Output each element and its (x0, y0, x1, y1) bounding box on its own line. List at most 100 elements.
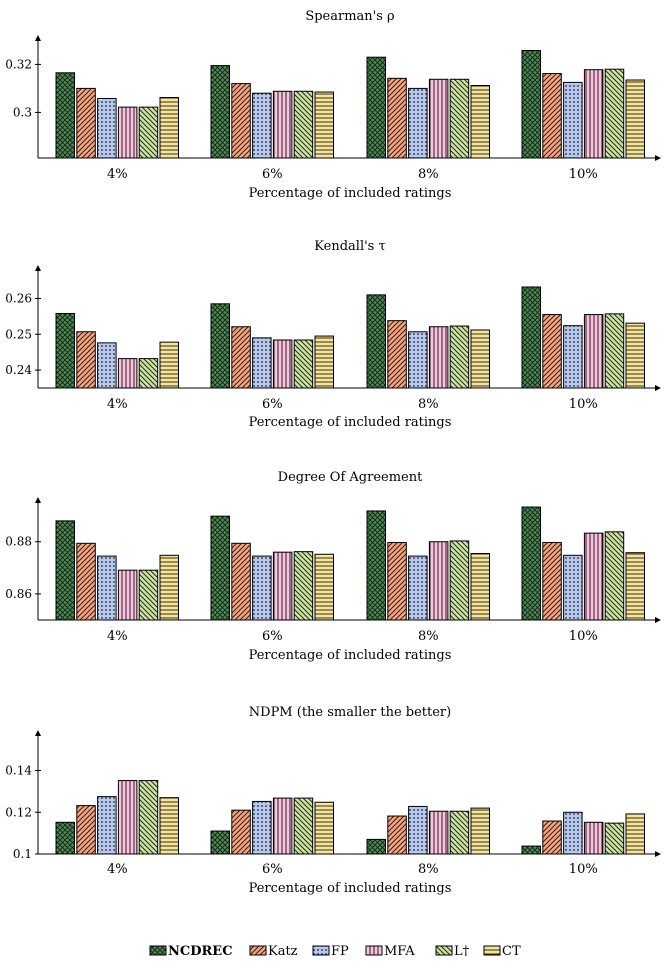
x-tick-label: 6% (262, 397, 283, 412)
legend-swatch (149, 945, 167, 956)
bar-fp-10pct (563, 554, 583, 621)
bar-fp-4pct (97, 97, 117, 159)
bar-l-10pct (604, 531, 625, 621)
bar-fp-6pct (252, 337, 272, 389)
bar-ct-6pct (314, 335, 334, 389)
legend-item-fp: FP (312, 944, 349, 959)
bar-mfa-4pct (117, 358, 138, 389)
bar-katz-10pct (542, 542, 562, 621)
bar-fp-4pct (97, 555, 117, 621)
bar-fp-4pct (97, 796, 117, 855)
bar-ct-10pct (625, 322, 645, 389)
bar-ncdrec-10pct (521, 845, 541, 855)
bar-l-8pct (449, 540, 470, 621)
x-axis-label: Percentage of included ratings (249, 415, 452, 430)
bar-ncdrec-4pct (55, 520, 75, 621)
chart-panel-3: Degree Of Agreement 0.86 0.88 4% 6% 8% 10% Perc… (5, 470, 661, 663)
legend-label: Katz (268, 944, 298, 959)
bar-l-8pct (449, 810, 470, 855)
bar-mfa-10pct (583, 821, 604, 855)
bar-ct-6pct (314, 801, 334, 855)
bar-katz-4pct (76, 87, 96, 159)
y-tick-label: 0.88 (5, 535, 32, 549)
bar-l-4pct (138, 569, 159, 621)
bar-l-8pct (449, 325, 470, 389)
bar-l-6pct (293, 797, 314, 855)
legend-label: L† (454, 944, 470, 959)
bar-mfa-6pct (272, 551, 293, 621)
bar-mfa-8pct (428, 326, 449, 389)
bar-katz-4pct (76, 805, 96, 855)
bar-katz-6pct (231, 83, 251, 159)
bar-fp-10pct (563, 811, 583, 855)
x-tick-label: 8% (418, 862, 439, 877)
chart-title: Kendall's τ (314, 239, 385, 254)
y-tick-label: 0.26 (5, 291, 32, 305)
legend-item-ct: CT (483, 944, 521, 959)
bar-l-10pct (604, 313, 625, 389)
y-tick-label: 0.1 (13, 847, 32, 861)
y-tick-label: 0.14 (5, 764, 32, 778)
y-tick-label: 0.24 (5, 363, 32, 377)
bar-ncdrec-10pct (521, 286, 541, 389)
bar-ncdrec-6pct (210, 830, 230, 855)
bar-ct-8pct (470, 552, 490, 621)
bar-ct-10pct (625, 813, 645, 855)
bar-ncdrec-6pct (210, 303, 230, 389)
bar-katz-8pct (387, 77, 407, 159)
chart-panel-1: Spearman's ρ 0.3 0.32 4% 6% 8% 10% Percentage o… (5, 9, 661, 201)
bar-ct-8pct (470, 329, 490, 389)
bar-ncdrec-10pct (521, 506, 541, 621)
legend-item-ncdrec: NCDREC (149, 944, 233, 959)
legend-label: MFA (384, 944, 415, 959)
bar-l-10pct (604, 822, 625, 855)
bar-katz-4pct (76, 331, 96, 389)
bar-fp-8pct (408, 331, 428, 389)
bar-ct-4pct (159, 341, 179, 389)
bar-fp-8pct (408, 805, 428, 855)
legend-label: FP (331, 944, 349, 959)
legend-swatch (249, 945, 267, 956)
y-tick-label: 0.12 (5, 805, 32, 819)
bar-ncdrec-8pct (366, 294, 386, 389)
chart-title: Spearman's ρ (305, 9, 394, 24)
bar-l-4pct (138, 106, 159, 159)
bar-katz-6pct (231, 326, 251, 389)
x-tick-label: 4% (107, 862, 128, 877)
x-tick-label: 10% (569, 397, 598, 412)
bar-ct-4pct (159, 554, 179, 621)
chart-title: Degree Of Agreement (278, 470, 423, 485)
chart-title: NDPM (the smaller the better) (249, 705, 451, 720)
bar-mfa-8pct (428, 78, 449, 159)
legend-swatch (312, 945, 330, 956)
bar-ncdrec-8pct (366, 510, 386, 621)
legend-item-mfa: MFA (365, 944, 415, 959)
bar-fp-8pct (408, 87, 428, 159)
x-tick-label: 10% (569, 629, 598, 644)
bar-ncdrec-8pct (366, 56, 386, 159)
bar-mfa-10pct (583, 314, 604, 389)
x-tick-label: 6% (262, 167, 283, 182)
y-tick-label: 0.3 (13, 105, 32, 119)
bar-katz-10pct (542, 314, 562, 389)
bar-ncdrec-4pct (55, 312, 75, 389)
bar-ct-8pct (470, 807, 490, 855)
x-tick-label: 10% (569, 167, 598, 182)
x-tick-label: 8% (418, 167, 439, 182)
y-tick-label: 0.32 (5, 57, 32, 71)
bar-mfa-4pct (117, 780, 138, 855)
bar-katz-10pct (542, 820, 562, 855)
bar-fp-6pct (252, 800, 272, 855)
bar-katz-8pct (387, 320, 407, 389)
x-axis-label: Percentage of included ratings (249, 648, 452, 663)
bar-mfa-10pct (583, 69, 604, 159)
y-tick-label: 0.86 (5, 587, 32, 601)
x-tick-label: 8% (418, 397, 439, 412)
legend-label: CT (502, 944, 521, 959)
bar-ncdrec-4pct (55, 821, 75, 855)
x-tick-label: 8% (418, 629, 439, 644)
bar-l-8pct (449, 78, 470, 159)
legend-item-l: L† (435, 944, 470, 959)
legend: NCDREC Katz FP MFA L† CT (149, 944, 521, 959)
legend-swatch (435, 945, 453, 956)
